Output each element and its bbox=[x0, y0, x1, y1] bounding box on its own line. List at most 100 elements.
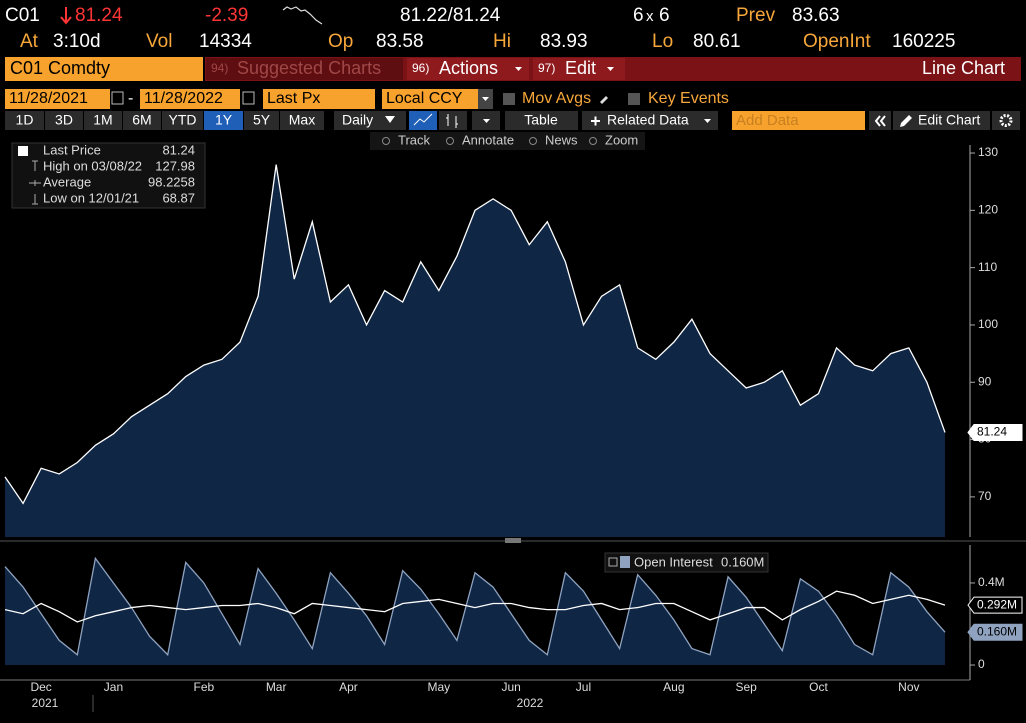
period-button[interactable] bbox=[123, 111, 161, 130]
start-date[interactable]: 11/28/2021 bbox=[9, 90, 88, 107]
openint-value: 160225 bbox=[892, 31, 955, 52]
tool-icon bbox=[382, 137, 390, 145]
period-label[interactable]: 1D bbox=[16, 112, 34, 128]
last-value-label: 81.24 bbox=[977, 425, 1007, 439]
mov-avgs-checkbox[interactable] bbox=[503, 93, 515, 105]
open-value: 83.58 bbox=[376, 31, 424, 52]
period-label[interactable]: 6M bbox=[132, 112, 151, 128]
table-button[interactable] bbox=[505, 111, 578, 130]
start-date-field[interactable] bbox=[5, 89, 110, 109]
low-icon bbox=[32, 194, 38, 205]
x-tick-label: Jun bbox=[501, 680, 520, 694]
legend-average-value: 98.2258 bbox=[148, 174, 195, 189]
y-tick-label: 90 bbox=[978, 374, 992, 388]
ohlc-icon bbox=[446, 114, 458, 128]
period-button[interactable] bbox=[280, 111, 324, 130]
y-tick-label: 70 bbox=[978, 489, 992, 503]
x-tick-label: Mar bbox=[266, 680, 287, 694]
key-events-checkbox[interactable] bbox=[628, 93, 640, 105]
key-events[interactable]: Key Events bbox=[648, 90, 729, 107]
end-date[interactable]: 11/28/2022 bbox=[144, 90, 223, 107]
low-label: Lo bbox=[652, 31, 673, 52]
period-label[interactable]: YTD bbox=[169, 112, 197, 128]
x-tick-label: Jan bbox=[104, 680, 123, 694]
related-data[interactable]: Related Data bbox=[607, 112, 689, 128]
chart-type: Line Chart bbox=[922, 58, 1005, 78]
period-button[interactable] bbox=[45, 111, 83, 130]
legend-last-label: Last Price bbox=[43, 142, 101, 157]
collapse-button[interactable] bbox=[869, 111, 891, 130]
legend-last-value: 81.24 bbox=[162, 142, 195, 157]
x-tick-label: Dec bbox=[30, 680, 51, 694]
actions[interactable]: Actions bbox=[439, 58, 498, 78]
period-label[interactable]: Max bbox=[289, 112, 315, 128]
stats-legend bbox=[11, 142, 206, 209]
actions-number[interactable]: 96) bbox=[412, 61, 429, 75]
plus-icon bbox=[591, 116, 600, 126]
period-button[interactable] bbox=[162, 111, 203, 130]
edit-number[interactable]: 97) bbox=[538, 61, 555, 75]
edit-button[interactable] bbox=[533, 58, 625, 80]
tool-label[interactable]: Zoom bbox=[605, 132, 638, 147]
actions-button[interactable] bbox=[407, 58, 529, 80]
period-button[interactable] bbox=[244, 111, 279, 130]
line-chart-icon-button[interactable] bbox=[409, 111, 437, 130]
period-buttons: 1D 3D 1M 6M YTD 1Y 5Y Max bbox=[5, 111, 324, 130]
x-tick-label: Sep bbox=[735, 680, 757, 694]
edit[interactable]: Edit bbox=[565, 58, 596, 78]
y-tick-label: 110 bbox=[978, 260, 997, 274]
tool-icon bbox=[529, 137, 537, 145]
field-select[interactable] bbox=[263, 89, 375, 109]
mov-avgs[interactable]: Mov Avgs bbox=[522, 90, 591, 107]
table[interactable]: Table bbox=[524, 112, 558, 128]
bar-chart-icon-button[interactable] bbox=[439, 111, 467, 130]
area-edge bbox=[4, 556, 946, 657]
tool-label[interactable]: Annotate bbox=[462, 132, 514, 147]
frequency-button[interactable] bbox=[334, 111, 406, 130]
security-field[interactable] bbox=[5, 57, 203, 81]
chart-tools: Track Annotate News Zoom bbox=[382, 132, 638, 147]
ask-size: 6 bbox=[659, 5, 670, 26]
low-value: 80.61 bbox=[693, 31, 741, 52]
period-button[interactable] bbox=[204, 111, 243, 130]
add-data-field[interactable] bbox=[732, 111, 865, 130]
period-label[interactable]: 3D bbox=[55, 112, 73, 128]
x-tick-label: Jul bbox=[576, 680, 591, 694]
add-data[interactable]: Add Data bbox=[736, 112, 799, 129]
period-label[interactable]: 1Y bbox=[215, 112, 233, 128]
edit-chart[interactable]: Edit Chart bbox=[918, 112, 980, 128]
tool-label[interactable]: News bbox=[545, 132, 578, 147]
period-button[interactable] bbox=[84, 111, 122, 130]
security[interactable]: C01 Comdty bbox=[10, 58, 110, 78]
edit-chart-button[interactable] bbox=[893, 111, 990, 130]
bid-ask: 81.22/81.24 bbox=[400, 5, 501, 26]
related-data-button[interactable] bbox=[582, 111, 718, 130]
dropdown-icon bbox=[704, 119, 711, 123]
legend-toggle[interactable] bbox=[608, 557, 618, 567]
y-tick-label: 100 bbox=[978, 317, 998, 331]
collapse-icon bbox=[874, 115, 886, 127]
currency[interactable]: Local CCY bbox=[386, 90, 463, 107]
calendar-icon[interactable] bbox=[242, 91, 255, 105]
calendar-icon[interactable] bbox=[111, 91, 124, 105]
legend-low-label: Low on 12/01/21 bbox=[43, 190, 139, 205]
settings-button[interactable] bbox=[992, 111, 1020, 130]
x-tick-label: Nov bbox=[898, 680, 919, 694]
suggested-number[interactable]: 94) bbox=[211, 61, 228, 75]
period-label[interactable]: 5Y bbox=[253, 112, 271, 128]
last-value-tag bbox=[967, 423, 1023, 441]
suggested-button[interactable] bbox=[206, 58, 403, 80]
tool-label[interactable]: Track bbox=[398, 132, 431, 147]
year-label: 2021 bbox=[32, 696, 59, 710]
suggested-charts[interactable]: Suggested Charts bbox=[237, 58, 381, 78]
period-label[interactable]: 1M bbox=[93, 112, 112, 128]
currency-select[interactable] bbox=[382, 89, 478, 109]
pencil-icon[interactable] bbox=[600, 96, 608, 104]
gear-icon bbox=[999, 114, 1013, 127]
field[interactable]: Last Px bbox=[267, 90, 320, 107]
period-button[interactable] bbox=[5, 111, 44, 130]
x-tick-label: Aug bbox=[663, 680, 684, 694]
frequency[interactable]: Daily bbox=[342, 112, 373, 128]
end-date-field[interactable] bbox=[140, 89, 240, 109]
x-tick-label: Feb bbox=[194, 680, 215, 694]
